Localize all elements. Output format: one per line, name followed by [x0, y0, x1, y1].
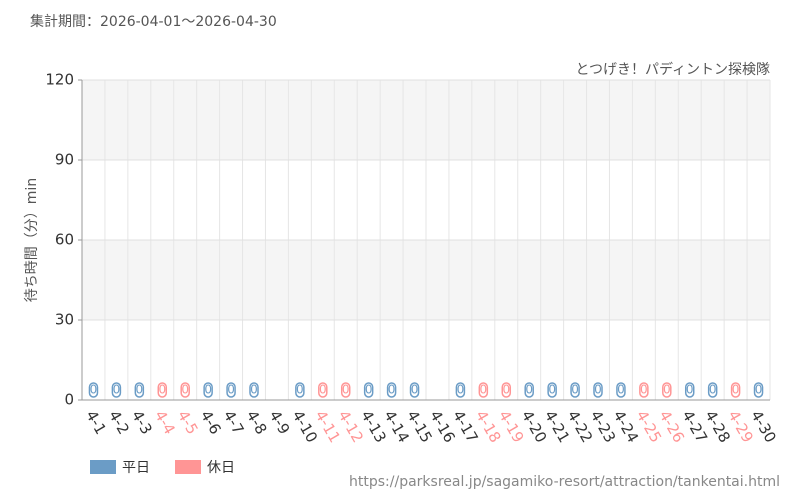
value-label: 0: [502, 383, 510, 397]
value-label: 0: [571, 383, 579, 397]
value-label-box: [226, 382, 236, 398]
value-label: 0: [365, 383, 373, 397]
y-tick-label: 90: [55, 151, 74, 169]
value-label-box: [455, 382, 466, 398]
value-label: 0: [480, 383, 488, 397]
value-label: 0: [296, 383, 304, 397]
value-label-box: [180, 382, 190, 398]
legend-label: 休日: [207, 460, 235, 476]
value-label: 0: [411, 383, 419, 397]
value-label: 0: [617, 383, 625, 397]
value-label-box: [111, 382, 122, 398]
value-label-box: [203, 382, 213, 398]
value-label: 0: [663, 383, 671, 397]
source-url: https://parksreal.jp/sagamiko-resort/att…: [349, 474, 780, 490]
y-tick-label: 30: [55, 311, 74, 329]
y-tick-label: 120: [45, 71, 74, 89]
value-label-box: [753, 382, 764, 398]
value-label-box: [730, 382, 741, 398]
value-label: 0: [181, 383, 189, 397]
y-tick-label: 60: [55, 231, 74, 249]
value-label-box: [616, 382, 626, 398]
value-label-box: [662, 382, 672, 398]
value-label: 0: [250, 383, 258, 397]
value-label-box: [249, 382, 259, 398]
value-label-box: [340, 382, 351, 398]
value-label: 0: [755, 383, 763, 397]
value-label-box: [134, 382, 145, 398]
value-label: 0: [90, 383, 98, 397]
value-label-box: [501, 382, 512, 398]
value-label-box: [295, 382, 305, 398]
legend-label: 平日: [122, 460, 150, 476]
value-label-box: [157, 382, 168, 398]
value-label: 0: [594, 383, 602, 397]
value-label: 0: [136, 383, 144, 397]
value-label-box: [88, 382, 99, 398]
y-axis-label: 待ち時間（分）min: [24, 178, 40, 302]
value-label-box: [478, 382, 489, 398]
value-label-box: [524, 382, 534, 398]
legend-swatch: [90, 460, 116, 474]
value-label: 0: [457, 383, 465, 397]
value-label-box: [318, 382, 328, 398]
value-label-box: [570, 382, 580, 398]
value-label-box: [639, 382, 649, 398]
value-label: 0: [709, 383, 717, 397]
legend-swatch: [175, 460, 201, 474]
value-label-box: [363, 382, 374, 398]
value-label: 0: [113, 383, 121, 397]
value-label-box: [409, 382, 420, 398]
chart-title: 集計期間：2026-04-01～2026-04-30: [30, 13, 277, 30]
value-label: 0: [158, 383, 166, 397]
value-label: 0: [388, 383, 396, 397]
value-label-box: [707, 382, 718, 398]
value-label: 0: [525, 383, 533, 397]
value-label-box: [386, 382, 397, 398]
value-label-box: [684, 382, 695, 398]
value-label: 0: [227, 383, 235, 397]
y-tick-label: 0: [64, 391, 74, 409]
value-label: 0: [342, 383, 350, 397]
chart-subtitle: とつげき！パディントン探検隊: [576, 61, 770, 78]
value-label-box: [547, 382, 557, 398]
value-label: 0: [204, 383, 212, 397]
value-label: 0: [732, 383, 740, 397]
value-label: 0: [548, 383, 556, 397]
value-label: 0: [686, 383, 694, 397]
value-label-box: [593, 382, 603, 398]
value-label: 0: [319, 383, 327, 397]
value-label: 0: [640, 383, 648, 397]
